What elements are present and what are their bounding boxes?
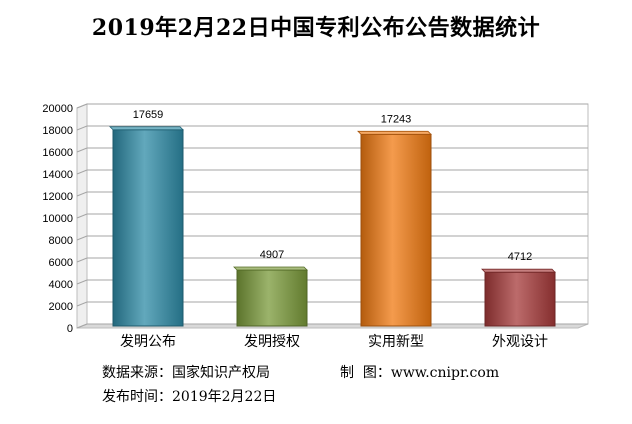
data-label-1: 17659 (133, 109, 164, 121)
publish-date-value: 2019年2月22日 (172, 389, 276, 405)
y-tick-label: 4000 (49, 279, 73, 291)
y-tick-label: 12000 (42, 191, 73, 203)
x-tick-label-3: 实用新型 (368, 334, 424, 350)
chart-maker: 制 图：www.cnipr.com (340, 362, 499, 382)
x-tick-label-2: 发明授权 (244, 334, 300, 350)
x-tick-label-4: 外观设计 (492, 334, 548, 350)
chart-maker-value: www.cnipr.com (391, 365, 499, 381)
y-tick-label: 2000 (49, 301, 73, 313)
y-tick-label: 6000 (49, 257, 73, 269)
data-source-value: 国家知识产权局 (172, 365, 270, 381)
x-tick-label-1: 发明公布 (120, 334, 176, 350)
y-tick-label: 16000 (42, 147, 73, 159)
y-tick-label: 10000 (42, 213, 73, 225)
chart-maker-label: 制 图： (340, 365, 391, 381)
bar-top-2 (234, 267, 307, 270)
bar-top-4 (482, 269, 555, 272)
bar-3 (361, 134, 431, 326)
bar-2 (237, 270, 307, 326)
y-tick-label: 20000 (42, 103, 73, 115)
publish-date: 发布时间：2019年2月22日 (102, 386, 276, 406)
bar-top-1 (110, 127, 183, 130)
data-source-label: 数据来源： (102, 365, 172, 381)
y-tick-label: 18000 (42, 125, 73, 137)
y-tick-label: 0 (67, 323, 73, 335)
y-tick-label: 14000 (42, 169, 73, 181)
data-label-2: 4907 (260, 249, 284, 261)
bar-4 (485, 272, 555, 326)
bar-top-3 (358, 131, 431, 134)
data-source: 数据来源：国家知识产权局 (102, 362, 270, 382)
data-label-4: 4712 (508, 251, 532, 263)
data-label-3: 17243 (381, 113, 412, 125)
y-tick-label: 8000 (49, 235, 73, 247)
publish-date-label: 发布时间： (102, 389, 172, 405)
bar-1 (113, 130, 183, 326)
